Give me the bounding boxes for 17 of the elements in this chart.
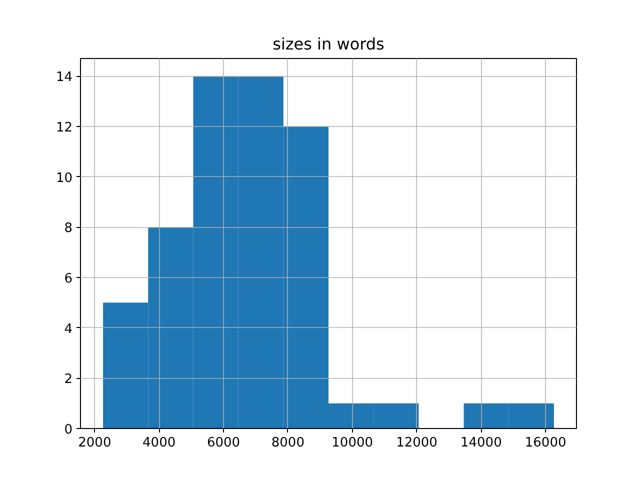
y-tick-label: 4 xyxy=(64,322,73,337)
y-tick-label: 10 xyxy=(56,170,73,186)
x-tick-label: 4000 xyxy=(142,436,176,450)
chart-title: sizes in words xyxy=(272,34,384,54)
x-tick-label: 12000 xyxy=(396,436,438,450)
y-tick-label: 2 xyxy=(64,372,73,388)
y-tick-label: 6 xyxy=(64,271,73,286)
x-tick-label: 10000 xyxy=(332,436,374,450)
y-tick-label: 14 xyxy=(56,70,73,86)
x-tick-label: 14000 xyxy=(460,436,502,450)
y-tick-label: 0 xyxy=(64,422,73,438)
x-tick-label: 8000 xyxy=(271,436,304,450)
x-tick-label: 2000 xyxy=(78,436,112,450)
x-tick-label: 16000 xyxy=(524,436,566,450)
y-tick-label: 8 xyxy=(64,221,73,236)
x-tick-label: 6000 xyxy=(206,436,240,450)
y-tick-label: 12 xyxy=(56,120,73,136)
